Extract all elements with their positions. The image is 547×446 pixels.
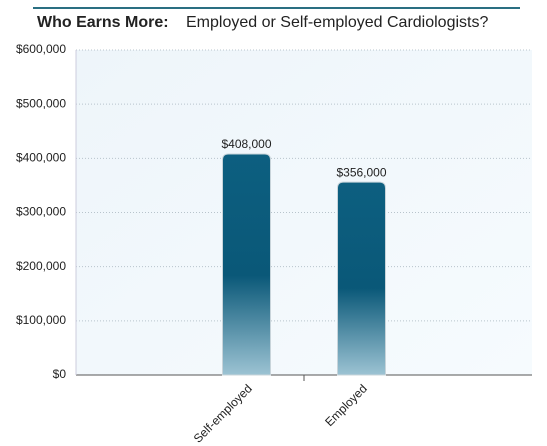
x-tick-label: Employed	[322, 381, 370, 429]
value-label: $408,000	[221, 137, 271, 151]
y-tick-label: $0	[53, 367, 67, 381]
y-tick-label: $600,000	[16, 42, 66, 56]
y-tick-label: $500,000	[16, 96, 66, 110]
y-tick-label: $200,000	[16, 259, 66, 273]
bar	[222, 153, 271, 376]
y-tick-label: $400,000	[16, 151, 66, 165]
chart-subtitle: Employed or Self-employed Cardiologists?	[186, 14, 488, 31]
value-label: $356,000	[336, 165, 386, 179]
bar	[337, 181, 386, 376]
y-tick-label: $300,000	[16, 205, 66, 219]
chart-title: Who Earns More:	[37, 14, 169, 31]
x-tick-label: Self-employed	[191, 381, 255, 445]
y-tick-label: $100,000	[16, 313, 66, 327]
